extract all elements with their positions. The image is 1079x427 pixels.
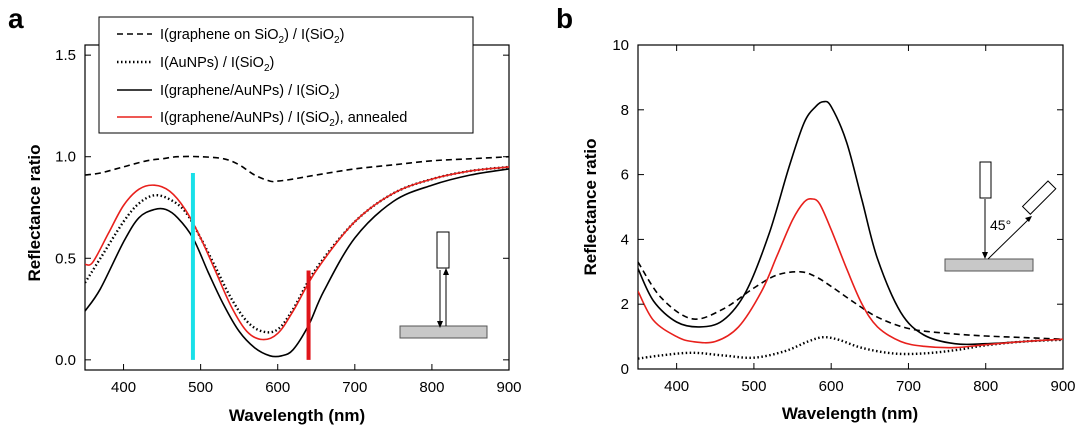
panel-b-plot-frame	[637, 44, 1064, 370]
panel-a-y-axis-title: Reflectance ratio	[25, 145, 44, 282]
y-tick-label: 10	[612, 37, 629, 54]
x-tick-label: 800	[973, 378, 998, 395]
inset-b-detector	[1021, 180, 1057, 215]
x-tick-label: 400	[664, 378, 689, 395]
panel-a-wavelength-markers	[190, 172, 311, 360]
panel-b-curves	[638, 100, 1063, 360]
y-tick-label: 8	[621, 102, 629, 119]
x-tick-label: 500	[188, 379, 213, 396]
legend-entry-graphene-aunps-annealed: I(graphene/AuNPs) / I(SiO2), annealed	[160, 110, 407, 129]
panel-a-x-axis-title: Wavelength (nm)	[229, 406, 365, 425]
x-tick-label: 400	[111, 379, 136, 396]
inset-b-substrate	[944, 258, 1034, 272]
x-tick-label: 500	[741, 378, 766, 395]
panel-b-y-axis-title: Reflectance ratio	[581, 139, 600, 276]
series-line-2	[85, 168, 509, 358]
panel-b: b 400 500 600 700 800 900 0 2 4 6 8 10 Wavelength (…	[556, 3, 1076, 423]
series-group	[638, 100, 1063, 360]
y-tick-label: 1.5	[55, 47, 76, 64]
legend-entry-graphene-aunps: I(graphene/AuNPs) / I(SiO2)	[160, 83, 340, 102]
series-line-0	[85, 155, 509, 183]
y-tick-label: 0.5	[55, 250, 76, 267]
panel-a-legend: I(graphene on SiO2) / I(SiO2) I(AuNPs) /…	[98, 16, 474, 134]
y-tick-label: 1.0	[55, 149, 76, 166]
inset-b-arrow-down	[982, 252, 988, 259]
panel-b-x-axis-title: Wavelength (nm)	[782, 404, 918, 423]
inset-arrow-up	[443, 268, 449, 275]
panel-a-inset-normal-incidence	[399, 231, 488, 339]
inset-b-source	[979, 161, 992, 199]
panel-a: a 400 500 600 700 800 900 0.0 0.5 1.0 1.5 Wavelen…	[8, 3, 522, 425]
x-tick-label: 600	[819, 378, 844, 395]
x-tick-label: 900	[496, 379, 521, 396]
series-line-3	[638, 197, 1063, 349]
inset-b-arrow-diag	[1025, 216, 1032, 222]
inset-detector	[436, 231, 450, 269]
legend-box	[98, 16, 474, 134]
series-line-1	[638, 335, 1063, 360]
series-line-0	[638, 261, 1063, 340]
x-tick-label: 900	[1050, 378, 1075, 395]
panel-b-letter: b	[556, 3, 573, 34]
inset-substrate	[399, 325, 488, 339]
series-line-2	[638, 100, 1063, 346]
y-tick-label: 6	[621, 167, 629, 184]
inset-b-reflected-beam	[987, 217, 1031, 260]
legend-entry-graphene-on-sio2: I(graphene on SiO2) / I(SiO2)	[160, 27, 344, 46]
x-tick-label: 700	[896, 378, 921, 395]
panel-a-letter: a	[8, 3, 24, 34]
y-tick-label: 4	[621, 231, 629, 248]
series-group	[85, 155, 509, 358]
y-tick-label: 0.0	[55, 352, 76, 369]
x-tick-label: 800	[419, 379, 444, 396]
x-tick-label: 700	[342, 379, 367, 396]
panel-b-inset-45deg: 45°	[944, 161, 1057, 272]
y-tick-label: 2	[621, 296, 629, 313]
legend-entry-aunps: I(AuNPs) / I(SiO2)	[160, 55, 274, 74]
panel-b-ticks: 400 500 600 700 800 900 0 2 4 6 8 10	[612, 37, 1075, 395]
series-line-3	[85, 166, 509, 341]
inset-b-angle-label: 45°	[990, 217, 1011, 233]
panel-a-curves	[85, 155, 509, 358]
inset-arrow-down	[437, 321, 443, 328]
x-tick-label: 600	[265, 379, 290, 396]
y-tick-label: 0	[621, 361, 629, 378]
